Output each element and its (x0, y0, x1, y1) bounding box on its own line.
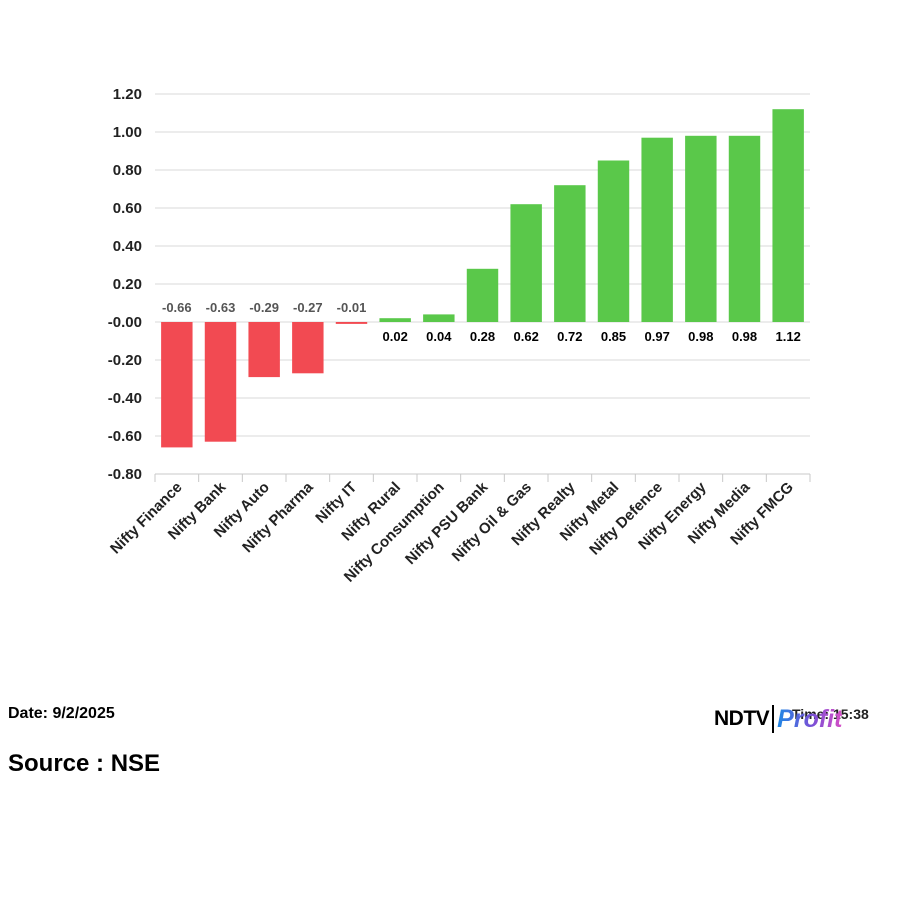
bar (772, 109, 804, 322)
bar (335, 322, 368, 324)
bar (379, 318, 411, 322)
bar-value-label: -0.63 (206, 300, 236, 315)
bar (292, 322, 324, 374)
logo-profit-text: Profit (777, 704, 843, 733)
x-tick-label: Nifty Oil & Gas (449, 479, 535, 565)
bar (728, 135, 761, 322)
bar (161, 322, 193, 448)
bar-value-label: 0.62 (514, 329, 539, 344)
bar-value-label: 0.02 (383, 329, 408, 344)
bar-value-label: -0.01 (337, 300, 367, 315)
source-label: Source : NSE (8, 750, 161, 777)
x-tick-label: Nifty Finance (107, 479, 186, 558)
bar-value-label: 0.04 (426, 329, 452, 344)
bar-value-label: -0.66 (162, 300, 192, 315)
bar-value-label: 0.98 (732, 329, 757, 344)
y-tick-label: 1.00 (113, 124, 142, 141)
bar (466, 268, 499, 322)
bar (204, 322, 237, 442)
bar-value-label: 0.97 (645, 329, 670, 344)
y-tick-label: -0.20 (108, 352, 142, 369)
y-tick-label: 0.20 (113, 276, 142, 293)
bar (248, 322, 280, 378)
y-tick-label: -0.40 (108, 390, 142, 407)
bar-value-label: -0.29 (249, 300, 279, 315)
bar (685, 135, 717, 322)
y-tick-label: -0.00 (108, 314, 142, 331)
logo-ndtv-text: NDTV (714, 707, 770, 730)
bar (554, 185, 586, 322)
bar-value-label: 0.72 (557, 329, 582, 344)
sector-bar-chart: -0.80 -0.60 -0.40 -0.20 -0.00 0.20 0.40 0.60 0.8… (107, 86, 811, 586)
bar-value-label: 0.85 (601, 329, 626, 344)
y-tick-label: 1.20 (113, 86, 142, 103)
bar-value-label: -0.27 (293, 300, 323, 315)
logo-divider (772, 705, 775, 733)
time-label: Time: 15:38 (792, 706, 869, 722)
y-tick-label: -0.60 (108, 428, 142, 445)
y-tick-label: 0.40 (113, 238, 142, 255)
bar (597, 160, 630, 322)
y-tick-label: 0.80 (113, 162, 142, 179)
bar (423, 314, 455, 322)
y-tick-label: 0.60 (113, 200, 142, 217)
bar (641, 137, 673, 322)
bar (510, 204, 542, 322)
y-tick-label: -0.80 (108, 466, 142, 483)
date-label: Date: 9/2/2025 (8, 705, 115, 722)
ndtv-profit-logo: NDTV Profit (714, 702, 842, 736)
bar-value-label: 0.98 (688, 329, 713, 344)
bar-value-label: 1.12 (776, 329, 801, 344)
bar-value-label: 0.28 (470, 329, 495, 344)
